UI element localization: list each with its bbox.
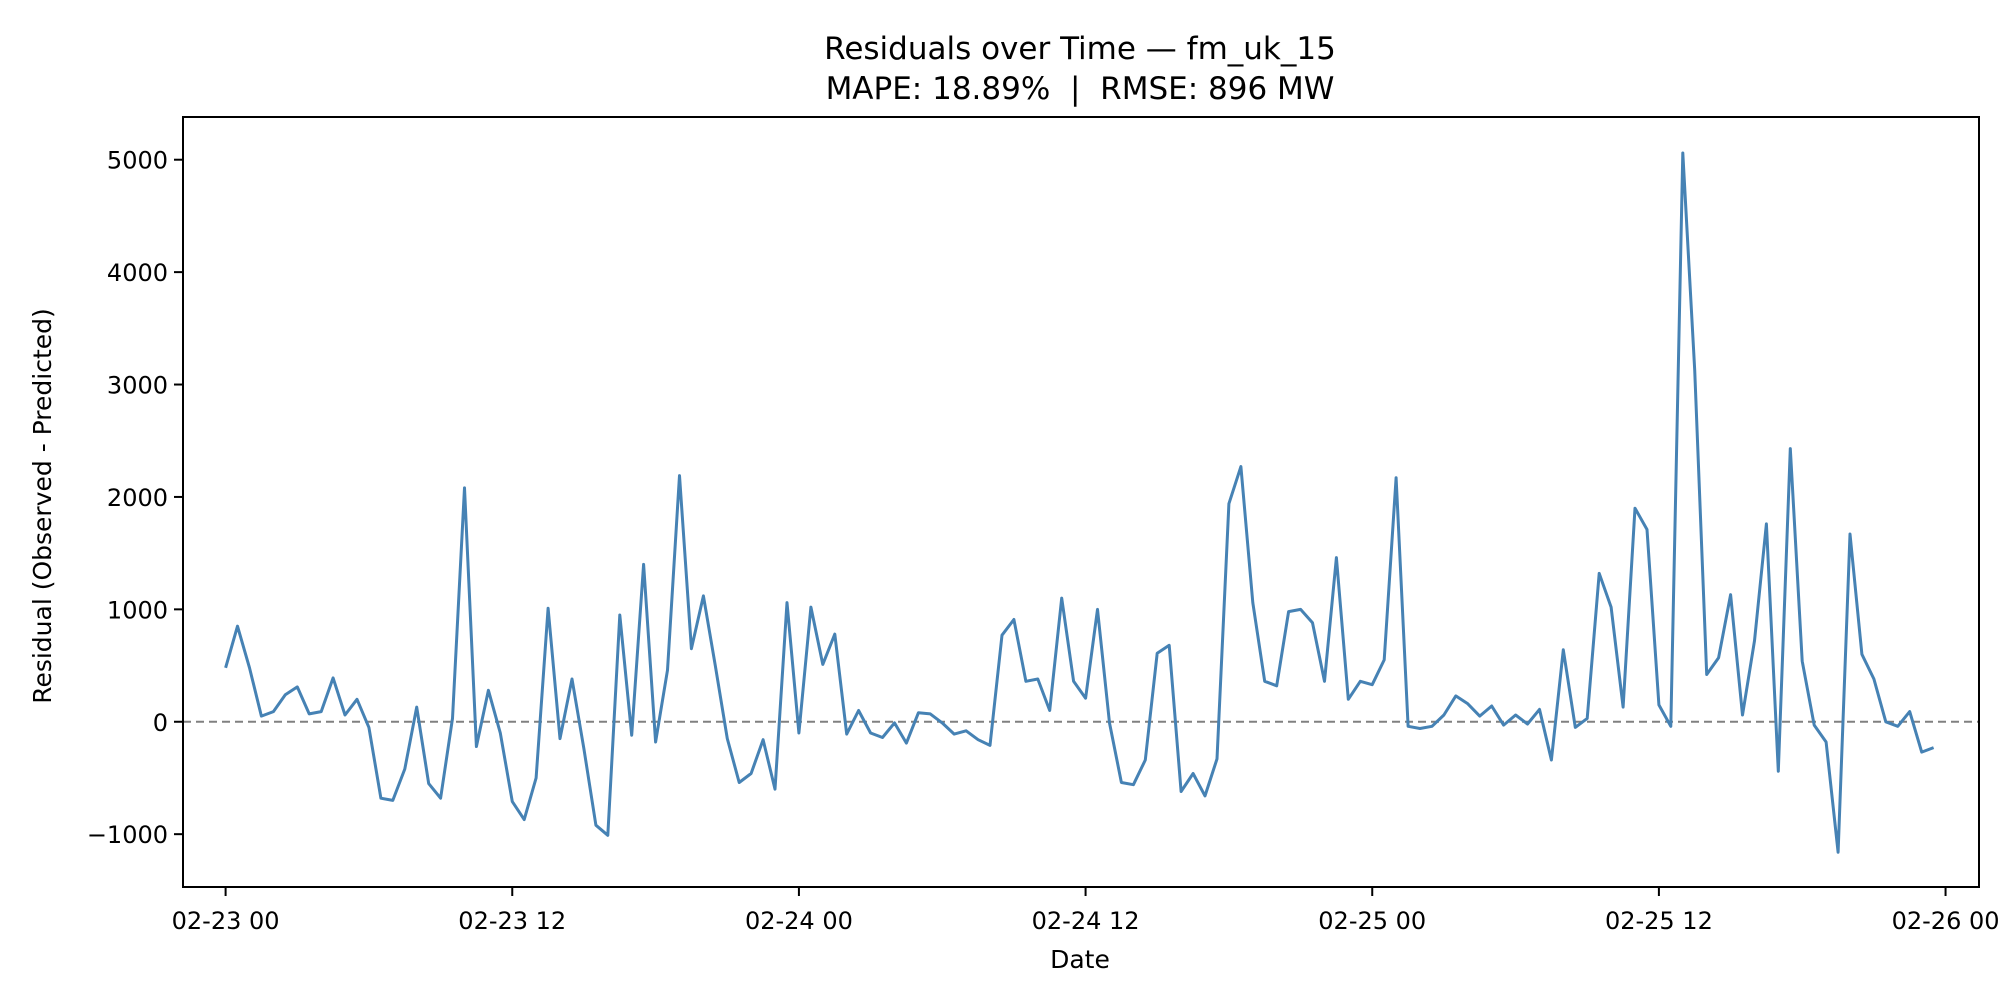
y-tick-label: 0 (153, 709, 168, 737)
x-tick-label: 02-25 12 (1605, 907, 1713, 935)
x-tick-label: 02-24 00 (745, 907, 853, 935)
x-tick-label: 02-26 00 (1892, 907, 2000, 935)
x-tick-label: 02-24 12 (1032, 907, 1140, 935)
y-tick-label: 5000 (107, 147, 168, 175)
plot-frame (182, 116, 1980, 888)
y-tick-label: 3000 (107, 372, 168, 400)
chart-title: Residuals over Time — fm_uk_15 (824, 31, 1336, 67)
x-axis: 02-23 00 02-23 12 02-24 00 02-24 12 02-25 00… (172, 887, 2000, 935)
plot-area (183, 151, 1979, 854)
y-tick-label: −1000 (87, 821, 168, 849)
x-tick-label: 02-25 00 (1318, 907, 1426, 935)
x-axis-label: Date (1050, 945, 1110, 974)
chart-subtitle: MAPE: 18.89% | RMSE: 896 MW (826, 71, 1335, 107)
y-tick-label: 2000 (107, 484, 168, 512)
y-tick-label: 4000 (107, 259, 168, 287)
y-axis-label: Residual (Observed - Predicted) (28, 308, 57, 704)
y-tick-label: 1000 (107, 596, 168, 624)
y-axis: 5000 4000 3000 2000 1000 0 −1000 (87, 147, 183, 849)
series-line-0 (224, 151, 1935, 854)
x-tick-label: 02-23 00 (172, 907, 280, 935)
x-tick-label: 02-23 12 (458, 907, 566, 935)
